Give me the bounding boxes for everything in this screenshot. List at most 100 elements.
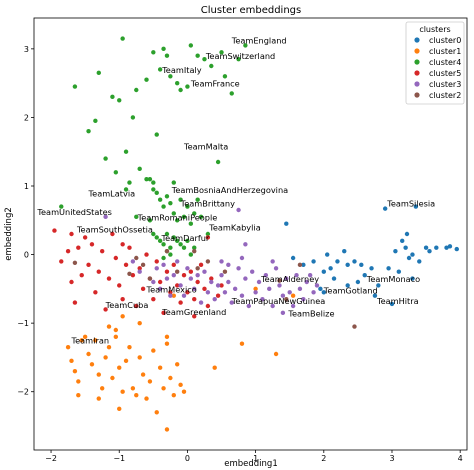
point-cluster5 — [202, 286, 207, 292]
point-cluster1 — [113, 334, 119, 340]
point-annotation: TeamMexico — [146, 284, 197, 294]
point-cluster0 — [434, 245, 439, 250]
point-cluster3 — [157, 286, 163, 292]
point-cluster1 — [86, 351, 91, 357]
point-cluster3 — [280, 310, 286, 316]
point-cluster1 — [106, 344, 112, 350]
point-cluster3 — [212, 296, 217, 302]
point-cluster0 — [404, 231, 410, 237]
point-cluster4 — [120, 36, 125, 41]
point-cluster1 — [212, 365, 217, 370]
point-annotation: TeamSilesia — [386, 199, 435, 209]
point-cluster4 — [236, 56, 241, 62]
point-cluster5 — [181, 272, 187, 278]
point-cluster5 — [137, 266, 142, 271]
point-cluster1 — [65, 344, 71, 350]
point-cluster4 — [103, 156, 108, 161]
point-cluster4 — [192, 245, 197, 250]
point-cluster5 — [69, 279, 74, 285]
point-cluster3 — [273, 266, 279, 271]
point-cluster0 — [389, 301, 395, 307]
point-cluster4 — [161, 242, 166, 247]
point-cluster2 — [195, 266, 200, 271]
point-cluster4 — [134, 214, 139, 220]
point-cluster4 — [171, 235, 176, 240]
point-cluster4 — [168, 245, 173, 250]
point-cluster1 — [96, 372, 101, 377]
point-cluster5 — [72, 300, 78, 305]
point-cluster0 — [311, 259, 316, 264]
point-cluster1 — [117, 365, 122, 370]
point-cluster4 — [178, 197, 183, 202]
point-cluster1 — [239, 341, 245, 346]
point-cluster3 — [267, 286, 272, 292]
legend-marker — [414, 92, 420, 98]
point-cluster1 — [174, 362, 180, 367]
point-cluster1 — [290, 293, 296, 298]
point-cluster3 — [202, 269, 207, 274]
point-cluster0 — [331, 276, 337, 281]
point-cluster4 — [151, 187, 156, 192]
point-cluster4 — [205, 231, 211, 237]
point-cluster5 — [52, 228, 57, 233]
point-annotation: TeamGreenland — [161, 307, 226, 317]
point-annotation: TeamFrance — [190, 79, 240, 89]
point-cluster3 — [270, 303, 275, 309]
point-cluster4 — [123, 149, 129, 154]
point-cluster5 — [178, 300, 183, 305]
point-cluster3 — [192, 286, 197, 292]
point-cluster4 — [134, 87, 139, 93]
point-cluster1 — [151, 348, 156, 353]
point-cluster4 — [72, 84, 78, 89]
point-cluster4 — [151, 231, 156, 237]
point-cluster4 — [243, 43, 248, 48]
point-cluster1 — [96, 396, 101, 401]
point-cluster3 — [161, 262, 166, 268]
point-cluster1 — [76, 379, 81, 384]
point-cluster4 — [192, 211, 197, 216]
point-cluster4 — [202, 56, 207, 62]
point-cluster5 — [164, 269, 170, 274]
point-annotation: TeamBrittany — [180, 199, 236, 209]
point-cluster1 — [79, 338, 84, 343]
point-cluster1 — [134, 392, 139, 398]
point-cluster3 — [239, 293, 245, 298]
point-cluster5 — [157, 279, 163, 285]
legend-entry: cluster3 — [429, 80, 461, 89]
point-cluster4 — [154, 132, 159, 137]
point-cluster4 — [188, 43, 194, 48]
point-annotation: TeamEngland — [231, 35, 287, 45]
point-cluster3 — [130, 259, 136, 264]
point-cluster0 — [423, 245, 429, 250]
point-annotation: TeamMalta — [183, 142, 228, 152]
x-axis: −2 −1 0 1 2 3 4 — [45, 450, 463, 463]
point-cluster5 — [106, 276, 112, 281]
point-cluster3 — [151, 279, 156, 285]
point-cluster0 — [444, 245, 449, 250]
point-cluster3 — [250, 269, 255, 274]
point-cluster4 — [178, 87, 183, 93]
point-cluster4 — [188, 252, 194, 257]
point-cluster4 — [154, 190, 159, 196]
point-cluster4 — [157, 197, 163, 202]
point-cluster5 — [205, 303, 211, 309]
point-cluster2 — [134, 255, 139, 261]
legend-entry: cluster4 — [429, 58, 461, 67]
point-cluster0 — [325, 252, 330, 257]
point-cluster4 — [168, 200, 173, 206]
y-tick-label: 2 — [24, 113, 29, 122]
point-cluster5 — [161, 310, 166, 316]
point-cluster2 — [174, 269, 180, 274]
legend-marker — [414, 59, 420, 65]
point-cluster2 — [222, 269, 228, 274]
point-cluster0 — [393, 248, 398, 254]
point-cluster1 — [120, 314, 125, 319]
point-cluster4 — [164, 231, 170, 237]
point-cluster5 — [192, 314, 197, 319]
y-tick-label: 1 — [24, 182, 29, 191]
point-cluster2 — [297, 262, 303, 268]
point-cluster3 — [290, 303, 296, 309]
point-cluster3 — [168, 293, 173, 298]
point-cluster4 — [147, 176, 153, 182]
